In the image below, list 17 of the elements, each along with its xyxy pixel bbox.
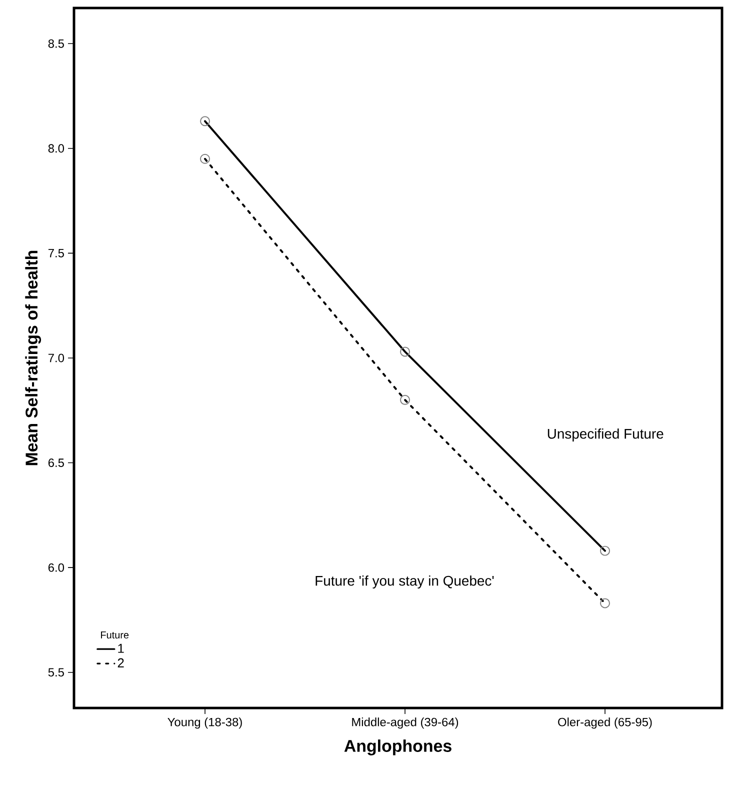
x-tick-label: Oler-aged (65-95) [558, 718, 652, 729]
legend-label: 2 [118, 658, 124, 668]
y-tick-label: 7.0 [48, 354, 64, 362]
y-tick-label: 5.5 [48, 668, 64, 677]
y-axis-title: Mean Self-ratings of health [25, 250, 42, 466]
y-tick-label: 8.5 [48, 39, 64, 48]
annotation: Unspecified Future [548, 428, 664, 442]
x-axis-title: Anglophones [344, 740, 452, 756]
legend-title: Future [101, 632, 129, 638]
y-tick-label: 7.5 [48, 249, 64, 258]
annotation: Future 'if you stay in Quebec' [316, 576, 494, 588]
y-tick-label: 6.0 [48, 563, 64, 572]
y-tick-label: 6.5 [48, 458, 64, 468]
x-tick-label: Middle-aged (39-64) [352, 718, 458, 729]
x-tick-label: Young (18-38) [168, 718, 242, 729]
legend-label: 1 [118, 644, 124, 653]
y-tick-label: 8.0 [48, 144, 64, 153]
